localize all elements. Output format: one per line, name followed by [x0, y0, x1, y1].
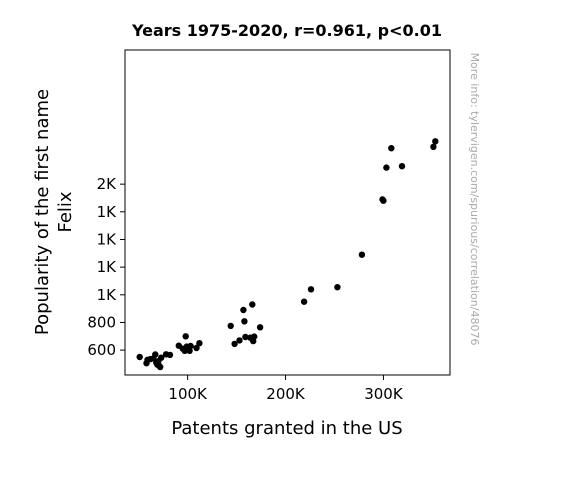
y-tick-label-5: 1K — [97, 203, 118, 221]
data-point-34 — [251, 333, 258, 340]
data-point-24 — [196, 340, 203, 347]
data-point-17 — [182, 333, 189, 340]
data-point-45 — [430, 143, 437, 150]
x-tick-label-0: 100K — [168, 385, 208, 403]
data-point-21 — [186, 347, 193, 354]
data-point-32 — [249, 301, 256, 308]
data-point-29 — [241, 318, 248, 325]
watermark-text: More info: tylervigen.com/spurious/corre… — [468, 53, 481, 346]
y-tick-label-4: 1K — [97, 230, 118, 248]
data-point-42 — [383, 164, 390, 171]
y-tick-label-6: 2K — [97, 175, 118, 193]
y-tick-label-1: 800 — [87, 313, 116, 331]
data-point-30 — [242, 333, 249, 341]
data-point-28 — [240, 306, 247, 314]
y-tick-label-0: 600 — [87, 341, 116, 359]
data-point-41 — [380, 197, 387, 204]
x-axis-ticks: 100K 200K 300K — [168, 375, 404, 403]
data-point-25 — [227, 322, 234, 330]
chart-title: Years 1975-2020, r=0.961, p<0.01 — [131, 21, 442, 40]
plot-frame — [124, 49, 451, 376]
data-point-13 — [166, 351, 174, 359]
y-tick-label-3: 1K — [97, 258, 118, 276]
y-axis-label-line-2: Felix — [55, 191, 76, 232]
data-point-0 — [136, 353, 143, 361]
data-point-5 — [152, 351, 159, 358]
data-point-26 — [231, 340, 238, 348]
y-axis-label-line-1: Popularity of the first name — [32, 89, 53, 335]
data-point-39 — [358, 251, 366, 258]
y-tick-label-2: 1K — [97, 286, 118, 304]
data-point-23 — [193, 344, 200, 352]
x-tick-label-2: 300K — [364, 385, 404, 403]
data-point-10 — [157, 363, 164, 371]
data-point-35 — [256, 324, 264, 331]
data-point-38 — [334, 284, 341, 291]
plot-area: 100K 200K 300K 600 800 1K 1K 1K 1K 2K — [87, 49, 451, 403]
data-point-11 — [158, 354, 165, 361]
points-layer — [136, 138, 439, 371]
data-point-46 — [432, 138, 439, 145]
data-point-37 — [307, 286, 315, 293]
x-tick-label-1: 200K — [266, 385, 306, 403]
data-point-44 — [398, 163, 406, 170]
data-point-36 — [300, 298, 308, 305]
data-point-27 — [236, 337, 243, 344]
data-point-22 — [187, 342, 194, 350]
data-point-43 — [388, 145, 395, 152]
x-axis-label: Patents granted in the US — [171, 418, 402, 439]
y-axis-ticks: 600 800 1K 1K 1K 1K 2K — [87, 175, 125, 359]
